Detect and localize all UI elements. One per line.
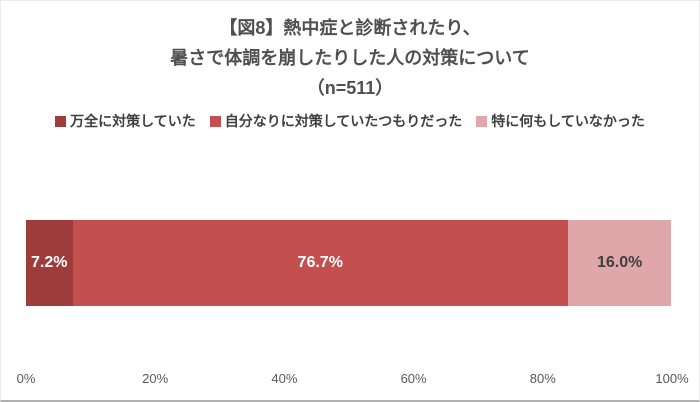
chart-title-line-2: 暑さで体調を崩したりした人の対策について — [170, 48, 530, 68]
legend-label: 特に何もしていなかった — [491, 113, 645, 129]
bar-segment-value: 7.2% — [31, 254, 68, 271]
legend-label: 万全に対策していた — [70, 113, 196, 129]
legend-swatch-icon — [55, 115, 67, 127]
x-axis-tick-label: 80% — [529, 371, 556, 386]
x-axis-tick-label: 60% — [400, 371, 427, 386]
legend-swatch-icon — [476, 115, 488, 127]
legend-item-prepared-in-own-way: 自分なりに対策していたつもりだった — [209, 111, 463, 131]
x-axis-tick-label: 20% — [142, 371, 169, 386]
bar-segment-value: 16.0% — [596, 254, 643, 271]
bar-segment-value: 76.7% — [297, 254, 343, 271]
chart-title: 【図8】熱中症と診断されたり、 暑さで体調を崩したりした人の対策について （n=… — [1, 13, 699, 103]
x-axis-tick-label: 40% — [271, 371, 298, 386]
x-axis: 0% 20% 40% 60% 80% 100% — [17, 371, 689, 387]
stacked-bar: 7.2% 76.7% 16.0% — [26, 220, 672, 306]
chart-title-line-1: 【図8】熱中症と診断されたり、 — [219, 18, 481, 38]
legend-label: 自分なりに対策していたつもりだった — [224, 113, 463, 129]
bar-segment-did-nothing: 16.0% — [567, 220, 672, 306]
x-axis-tick-label: 100% — [655, 371, 689, 386]
chart-legend: 万全に対策していた 自分なりに対策していたつもりだった 特に何もしていなかった — [1, 111, 699, 131]
chart-sample-size: （n=511） — [306, 78, 394, 98]
legend-item-did-nothing: 特に何もしていなかった — [476, 111, 645, 131]
bar-segment-fully-prepared: 7.2% — [26, 220, 73, 306]
legend-item-fully-prepared: 万全に対策していた — [55, 111, 196, 131]
x-axis-tick-label: 0% — [16, 371, 36, 386]
bar-segment-prepared-in-own-way: 76.7% — [72, 220, 568, 306]
legend-swatch-icon — [209, 115, 221, 127]
